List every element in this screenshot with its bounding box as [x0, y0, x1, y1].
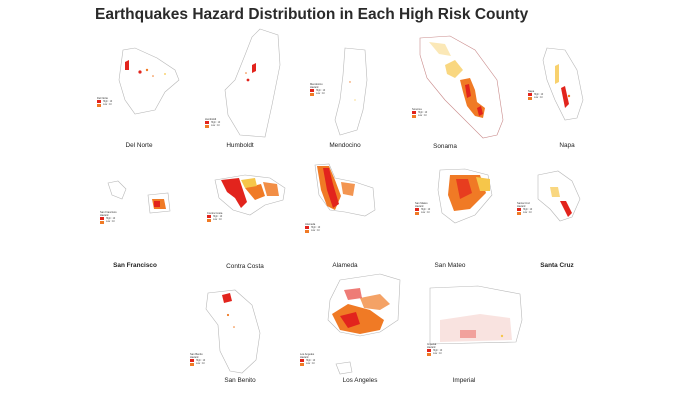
county-label-san-mateo: San Mateo — [434, 262, 466, 269]
county-map-los-angeles — [327, 273, 401, 375]
county-panel-contra-costa: Contra Costa High : 10 Low : 10 Contra C… — [205, 170, 300, 275]
county-label-san-francisco: San Francisco — [113, 262, 157, 269]
legend-napa: Napa High : 10 Low : 10 — [528, 90, 544, 100]
legend-del-norte: Del Norte High : 10 Low : 10 — [97, 97, 113, 107]
county-panel-los-angeles: Los Angeles Hazard High : 10 Low : 10 Lo… — [300, 270, 415, 395]
county-map-humboldt — [224, 28, 281, 138]
county-label-los-angeles: Los Angeles — [342, 377, 378, 384]
legend-alameda: Alameda High : 10 Low : 10 — [305, 223, 321, 233]
county-map-san-francisco — [107, 180, 171, 214]
county-label-imperial: Imperial — [452, 377, 476, 384]
county-panel-mendocino: Mendocino Hazard High : 10 Low : 10 Mend… — [305, 40, 390, 155]
county-label-contra-costa: Contra Costa — [226, 263, 264, 270]
county-map-alameda — [314, 163, 376, 217]
county-panel-san-mateo: San Mateo Hazard High : 10 Low : 10 San … — [410, 165, 510, 275]
county-map-del-norte — [118, 47, 180, 115]
county-panel-humboldt: Humboldt High : 10 Low : 10 Humboldt — [200, 25, 290, 155]
county-map-imperial — [429, 285, 523, 345]
county-label-humboldt: Humboldt — [226, 142, 254, 149]
county-panel-san-benito: San Benito Hazard High : 10 Low : 10 San… — [190, 285, 290, 395]
county-label-alameda: Alameda — [332, 262, 358, 269]
county-label-san-benito: San Benito — [224, 377, 256, 384]
county-map-santa-cruz — [537, 170, 581, 222]
county-label-del-norte: Del Norte — [125, 142, 153, 149]
legend-santa-cruz: Santa Cruz Hazard High : 10 Low : 10 — [517, 202, 533, 215]
county-panel-san-francisco: San Francisco Hazard High : 10 Low : 10 … — [100, 175, 180, 275]
legend-imperial: Imperial Hazard High : 10 Low : 10 — [427, 343, 443, 356]
map-title: Earthquakes Hazard Distribution in Each … — [95, 6, 529, 23]
legend-mendocino: Mendocino Hazard High : 10 Low : 10 — [310, 83, 326, 96]
county-label-sonama: Sonama — [433, 143, 457, 150]
county-label-santa-cruz: Santa Cruz — [540, 262, 574, 269]
county-map-mendocino — [334, 47, 368, 136]
legend-humboldt: Humboldt High : 10 Low : 10 — [205, 118, 221, 128]
legend-san-francisco: San Francisco Hazard High : 10 Low : 10 — [100, 211, 117, 224]
legend-los-angeles: Los Angeles Hazard High : 10 Low : 10 — [300, 353, 316, 366]
county-panel-napa: Napa High : 10 Low : 10 Napa — [525, 40, 595, 155]
county-map-contra-costa — [214, 174, 286, 216]
county-label-mendocino: Mendocino — [329, 142, 361, 149]
county-map-san-benito — [205, 289, 261, 374]
legend-san-mateo: San Mateo Hazard High : 10 Low : 10 — [415, 202, 431, 215]
legend-contra-costa: Contra Costa High : 10 Low : 10 — [207, 212, 223, 222]
county-panel-santa-cruz: Santa Cruz Hazard High : 10 Low : 10 San… — [510, 165, 600, 275]
county-panel-del-norte: Del Norte High : 10 Low : 10 Del Norte — [97, 40, 185, 155]
county-label-napa: Napa — [559, 142, 575, 149]
county-panel-alameda: Alameda High : 10 Low : 10 Alameda — [305, 160, 390, 275]
county-map-sonama — [419, 35, 504, 139]
county-panel-imperial: Imperial Hazard High : 10 Low : 10 Imper… — [420, 280, 535, 395]
legend-sonama: Sonoma High : 10 Low : 10 — [412, 108, 428, 118]
county-map-napa — [542, 47, 584, 121]
county-panel-sonama: Sonoma High : 10 Low : 10 Sonama — [405, 30, 510, 155]
county-map-san-mateo — [437, 168, 493, 224]
legend-san-benito: San Benito Hazard High : 10 Low : 10 — [190, 353, 206, 366]
